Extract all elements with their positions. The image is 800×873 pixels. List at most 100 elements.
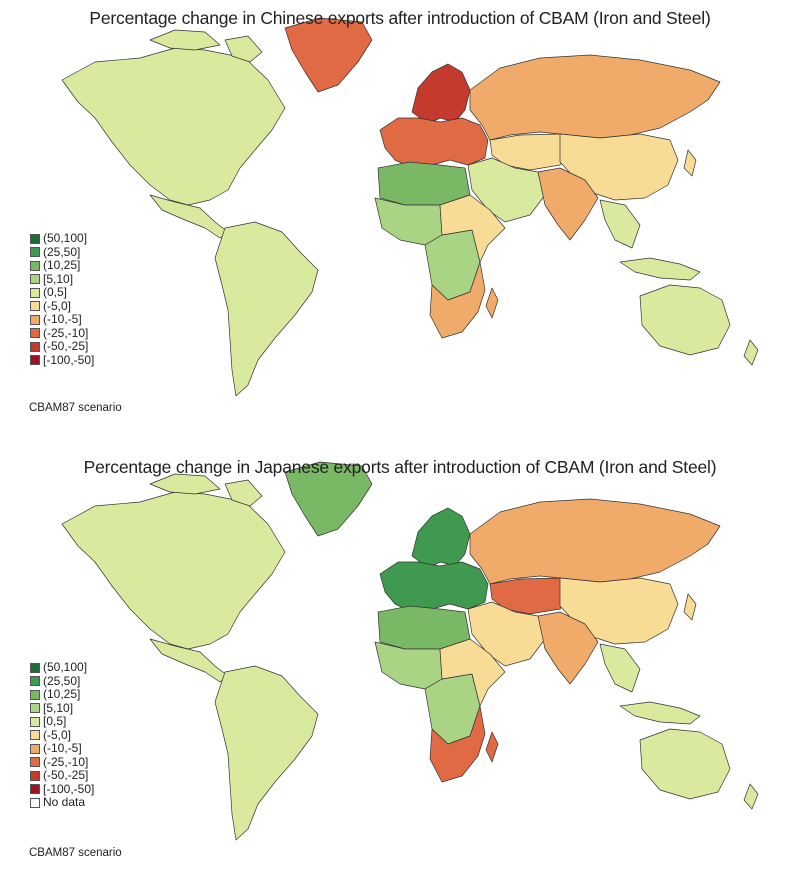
legend-label: (-50,-25] — [43, 768, 89, 783]
map-panel-chinese-exports: Percentage change in Chinese exports aft… — [0, 0, 800, 436]
region-china — [683, 149, 697, 177]
legend-swatch — [30, 260, 40, 271]
region-russia — [469, 498, 721, 585]
scenario-label: CBAM87 scenario — [29, 402, 122, 414]
legend-label: (-25,-10] — [43, 754, 89, 769]
legend-swatch — [30, 797, 40, 808]
region-australia — [743, 339, 759, 366]
region-west-africa — [374, 641, 443, 690]
region-southern-africa — [485, 287, 499, 319]
region-scandinavia — [411, 507, 471, 569]
region-central-asia — [489, 577, 573, 615]
legend-label: [-100,-50] — [43, 352, 95, 367]
map-title: Percentage change in Japanese exports af… — [83, 457, 717, 477]
legend-item: (-5,0] — [30, 298, 94, 314]
legend-label: (-5,0] — [43, 727, 72, 742]
region-north-america — [61, 491, 286, 650]
legend-label: (-10,-5] — [43, 741, 82, 756]
legend-item: (-25,-10] — [30, 326, 94, 341]
legend-swatch — [30, 287, 40, 298]
legend-swatch — [30, 689, 40, 700]
legend-swatch — [30, 314, 40, 325]
scenario-label: CBAM87 scenario — [29, 847, 122, 859]
legend-item: [5,10] — [30, 271, 94, 287]
region-north-africa — [377, 161, 471, 206]
region-north-america — [149, 473, 221, 495]
region-australia — [639, 284, 731, 356]
legend-item: (-5,0] — [30, 727, 94, 743]
legend-item: (-50,-25] — [30, 769, 94, 783]
legend-label: No data — [43, 795, 86, 810]
legend-swatch — [30, 233, 40, 244]
region-north-america — [224, 35, 263, 63]
legend-swatch — [30, 784, 40, 795]
map-legend: (50,100] (25,50] (10,25] [5,10] [0,5] (-5,0](… — [30, 661, 94, 810]
region-southeast-asia — [619, 701, 701, 725]
legend-item: (10,25] — [30, 259, 94, 273]
region-china — [683, 593, 697, 621]
region-southern-africa — [485, 731, 499, 763]
legend-item: (-10,-5] — [30, 313, 94, 327]
legend-swatch — [30, 730, 40, 741]
region-greenland — [284, 17, 373, 93]
region-southern-africa — [429, 261, 486, 339]
legend-label: (-5,0] — [43, 298, 72, 313]
region-north-america — [224, 479, 263, 507]
region-india — [537, 611, 599, 685]
map-legend: (50,100] (25,50] (10,25] [5,10] (0,5] (-5,0](… — [30, 232, 94, 367]
legend-swatch — [30, 757, 40, 768]
region-scandinavia — [411, 63, 471, 125]
region-southeast-asia — [599, 643, 641, 693]
region-central-asia — [489, 133, 573, 171]
legend-swatch — [30, 676, 40, 687]
legend-item: (-25,-10] — [30, 754, 94, 770]
legend-label: (10,25] — [43, 258, 81, 273]
region-russia — [469, 54, 721, 141]
legend-item: [5,10] — [30, 700, 94, 716]
region-south-america — [214, 665, 319, 841]
legend-label: (-50,-25] — [43, 339, 89, 354]
legend-swatch — [30, 341, 40, 352]
legend-swatch — [30, 662, 40, 673]
legend-swatch — [30, 301, 40, 312]
legend-item: (-10,-5] — [30, 742, 94, 756]
legend-label: [-100,-50] — [43, 781, 95, 796]
region-southern-africa — [429, 705, 486, 783]
legend-swatch — [30, 247, 40, 258]
legend-label: [5,10] — [43, 700, 74, 715]
legend-label: [5,10] — [43, 271, 74, 286]
region-middle-east — [467, 601, 546, 667]
legend-item: (25,50] — [30, 673, 94, 689]
region-europe — [379, 561, 489, 613]
region-india — [537, 167, 599, 241]
legend-swatch — [30, 274, 40, 285]
region-north-america — [149, 29, 221, 51]
legend-item: [0,5] — [30, 715, 94, 729]
map-title: Percentage change in Chinese exports aft… — [89, 8, 711, 28]
legend-item: [-100,-50] — [30, 781, 95, 797]
legend-swatch — [30, 770, 40, 781]
legend-item: [-100,-50] — [30, 352, 95, 368]
legend-label: [0,5] — [43, 714, 67, 729]
region-australia — [743, 783, 759, 810]
region-europe — [379, 117, 489, 169]
region-middle-east — [467, 157, 546, 223]
region-east-africa — [439, 194, 506, 263]
world-map — [61, 17, 759, 397]
legend-item: No data — [30, 796, 94, 810]
legend-swatch — [30, 703, 40, 714]
region-greenland — [284, 461, 373, 537]
legend-item: (-50,-25] — [30, 340, 94, 354]
legend-label: (-10,-5] — [43, 312, 82, 327]
legend-label: (25,50] — [43, 673, 81, 688]
legend-swatch — [30, 716, 40, 727]
legend-swatch — [30, 328, 40, 339]
legend-item: (0,5] — [30, 286, 94, 300]
legend-item: (50,100] — [30, 232, 94, 246]
legend-item: (10,25] — [30, 688, 94, 702]
legend-swatch — [30, 355, 40, 366]
region-southeast-asia — [599, 199, 641, 249]
legend-label: (0,5] — [43, 285, 68, 300]
region-australia — [639, 728, 731, 800]
legend-item: (25,50] — [30, 245, 94, 260]
